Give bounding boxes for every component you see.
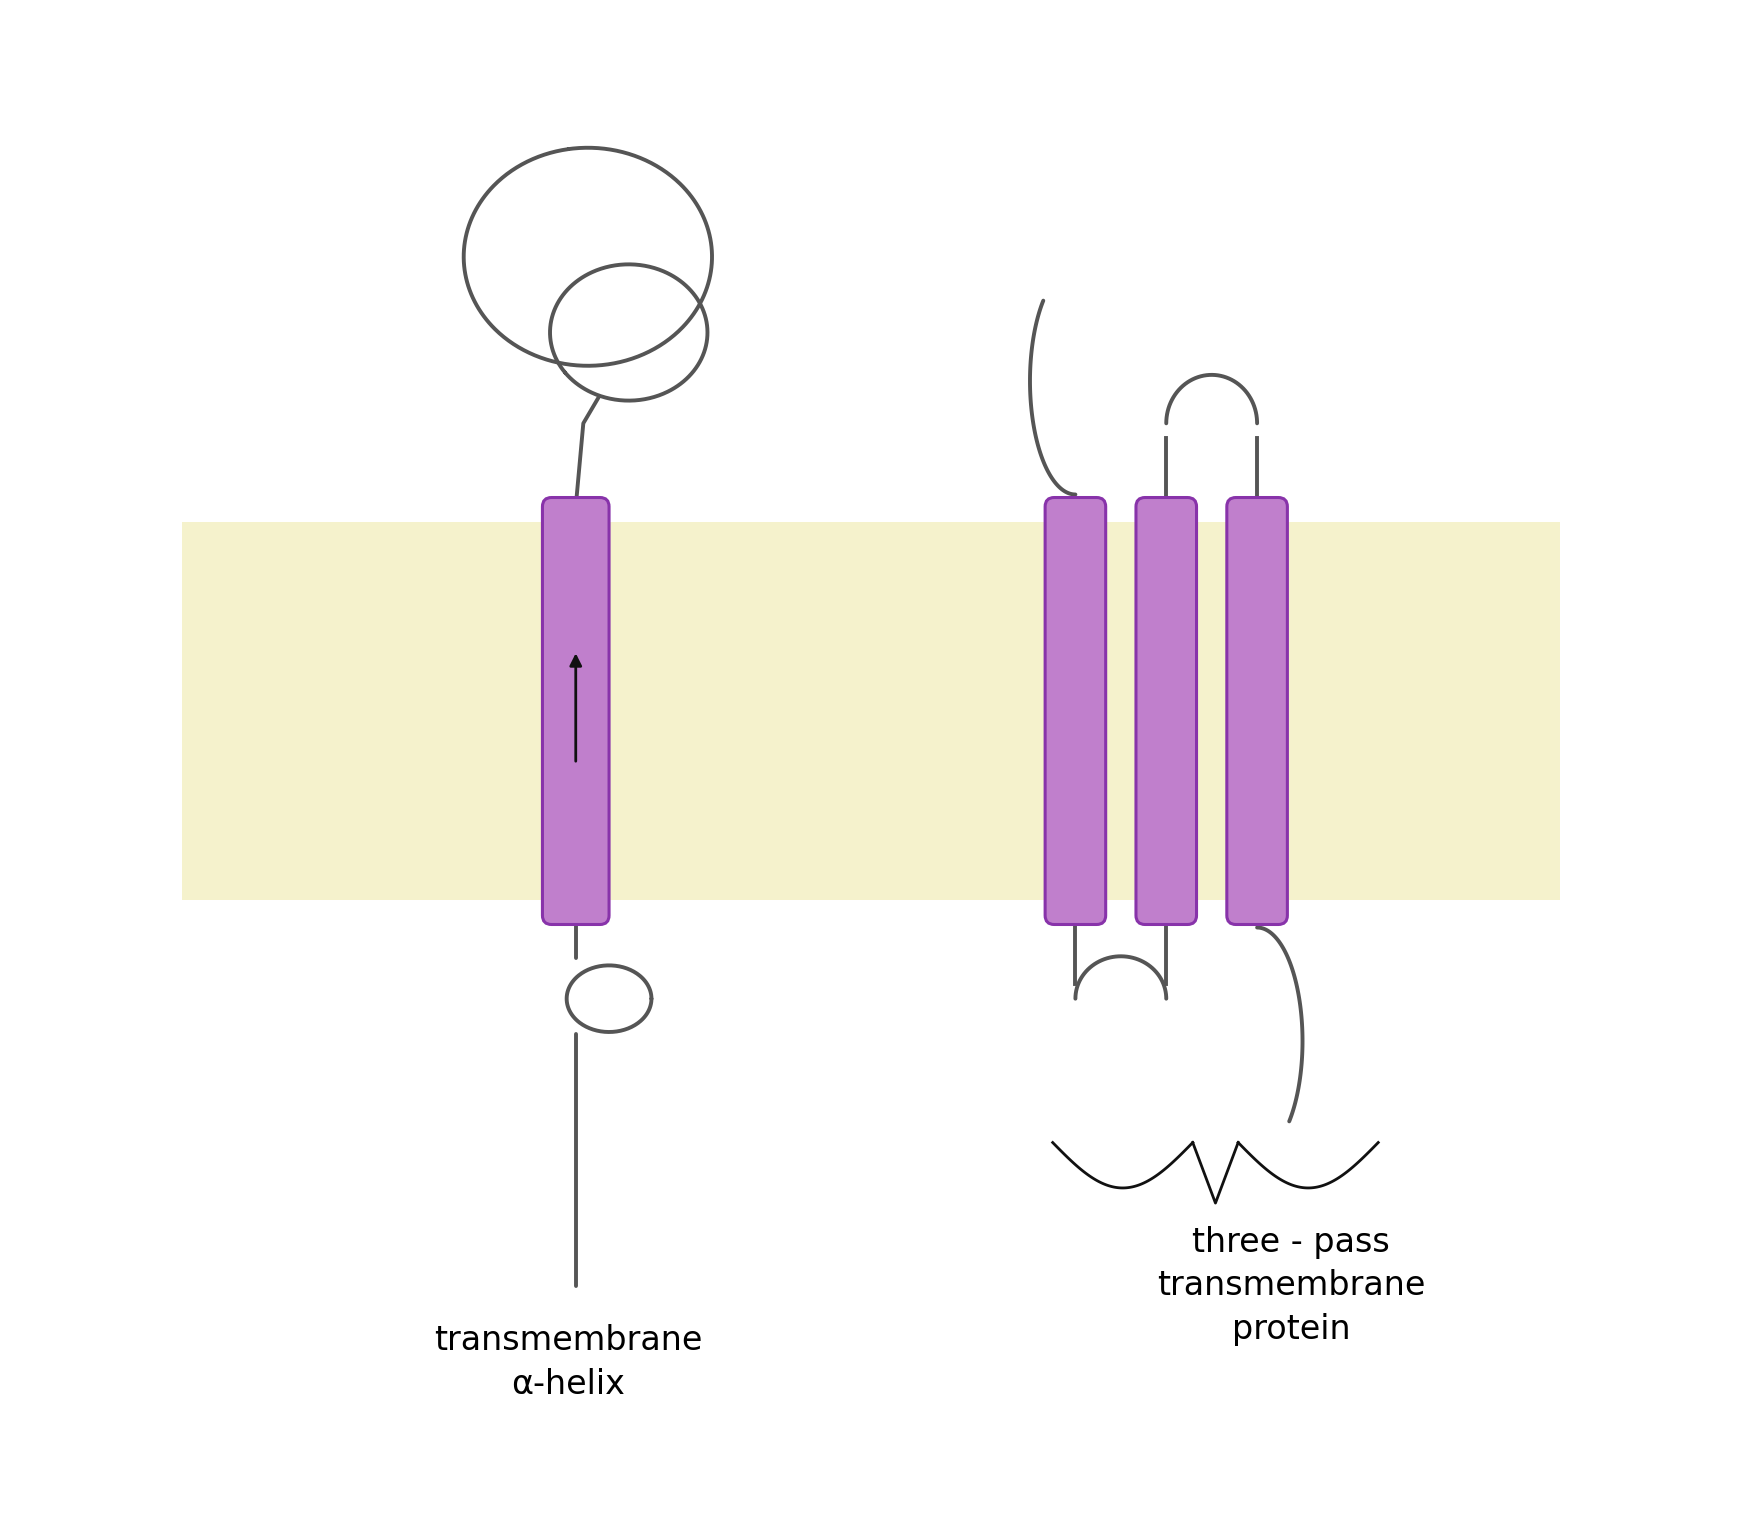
FancyBboxPatch shape bbox=[1136, 498, 1197, 924]
FancyBboxPatch shape bbox=[1045, 498, 1106, 924]
FancyBboxPatch shape bbox=[542, 498, 610, 924]
FancyBboxPatch shape bbox=[183, 521, 1559, 900]
Text: transmembrane
α-helix: transmembrane α-helix bbox=[434, 1325, 702, 1401]
Text: three - pass
transmembrane
protein: three - pass transmembrane protein bbox=[1157, 1225, 1425, 1346]
FancyBboxPatch shape bbox=[1226, 498, 1287, 924]
